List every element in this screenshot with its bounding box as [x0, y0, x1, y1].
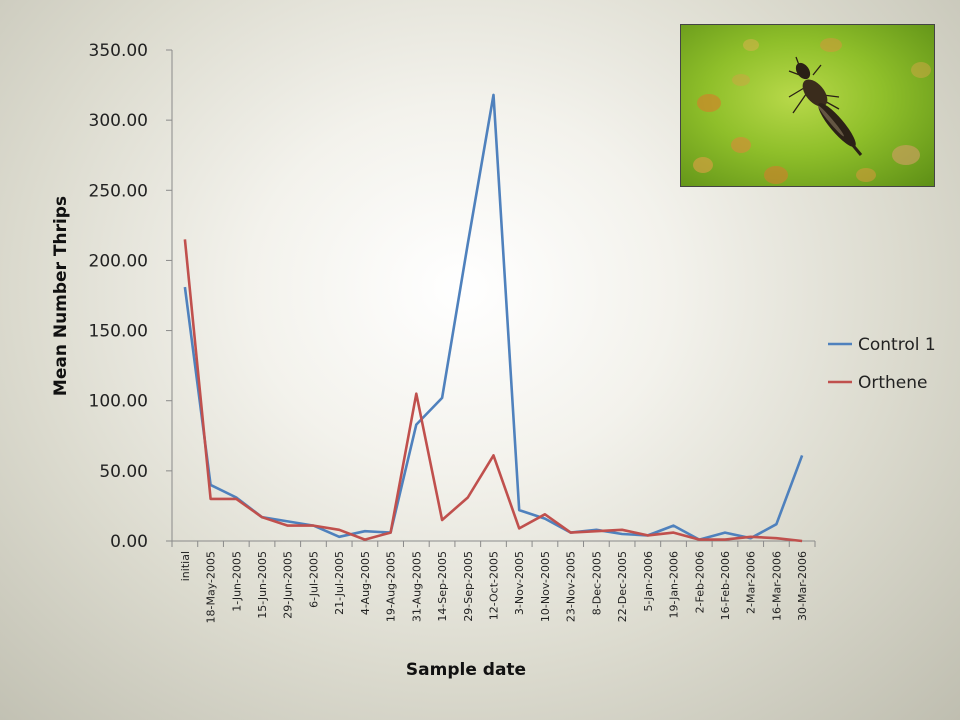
x-tick-label: 22-Dec-2005	[616, 551, 629, 622]
x-tick-label: 19-Aug-2005	[385, 551, 398, 622]
x-tick-label: 6-Jul-2005	[307, 551, 320, 608]
x-tick-label: 15-Jun-2005	[256, 551, 269, 619]
y-tick-label: 50.00	[99, 462, 148, 482]
y-axis-ticks: 0.00 50.00 100.00 150.00 200.00 250.00 300.00 3…	[89, 41, 172, 552]
x-tick-label: 23-Nov-2005	[565, 551, 578, 622]
x-axis-title: Sample date	[406, 660, 526, 680]
series-layer	[183, 93, 804, 543]
x-tick-label: 19-Jan-2006	[668, 551, 681, 619]
x-axis-ticks: initial 18-May-2005 1-Jun-2005 15-Jun-2005 2…	[171, 541, 816, 623]
series-line-orthene	[183, 239, 803, 543]
y-tick-label: 150.00	[89, 322, 148, 342]
x-tick-label: 2-Feb-2006	[693, 551, 706, 613]
y-tick-label: 100.00	[89, 392, 148, 412]
y-tick-label: 350.00	[89, 41, 148, 61]
legend-label-orthene: Orthene	[858, 373, 928, 393]
x-tick-label: initial	[179, 551, 192, 581]
y-axis-title: Mean Number Thrips	[51, 196, 71, 396]
x-tick-label: 10-Nov-2005	[539, 551, 552, 622]
x-tick-label: 3-Nov-2005	[513, 551, 526, 615]
thrips-photo	[680, 24, 935, 187]
x-tick-label: 1-Jun-2005	[230, 551, 243, 612]
x-tick-label: 16-Mar-2006	[770, 551, 783, 621]
x-tick-label: 30-Mar-2006	[796, 551, 809, 621]
x-tick-label: 4-Aug-2005	[359, 551, 372, 615]
x-tick-label: 16-Feb-2006	[719, 551, 732, 620]
y-tick-label: 0.00	[110, 532, 148, 552]
x-tick-label: 5-Jan-2006	[642, 551, 655, 612]
x-tick-label: 14-Sep-2005	[436, 551, 449, 622]
x-tick-label: 18-May-2005	[205, 551, 218, 623]
y-tick-label: 200.00	[89, 251, 148, 271]
y-tick-label: 250.00	[89, 181, 148, 201]
legend-label-control-1: Control 1	[858, 335, 936, 355]
x-tick-label: 29-Jun-2005	[282, 551, 295, 619]
x-tick-label: 12-Oct-2005	[488, 551, 501, 620]
x-tick-label: 21-Jul-2005	[333, 551, 346, 615]
thrips-insect-icon	[693, 38, 931, 184]
x-tick-label: 31-Aug-2005	[410, 551, 423, 622]
y-tick-label: 300.00	[89, 111, 148, 131]
legend: Control 1 Orthene	[828, 335, 936, 393]
x-tick-label: 29-Sep-2005	[462, 551, 475, 622]
x-tick-label: 2-Mar-2006	[745, 551, 758, 614]
x-tick-label: 8-Dec-2005	[590, 551, 603, 615]
